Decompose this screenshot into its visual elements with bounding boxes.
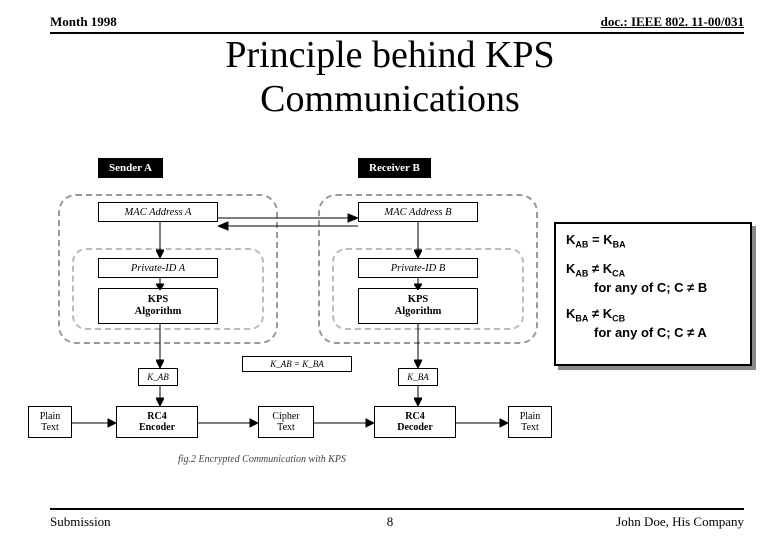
title-line-1: Principle behind KPS	[225, 34, 554, 76]
arrow-kab-to-rc4	[156, 386, 164, 406]
p2-kb: K	[603, 261, 612, 276]
private-id-b: Private-ID B	[358, 258, 478, 278]
p2-ka: K	[566, 261, 575, 276]
arrow-dec-to-plain	[456, 418, 508, 428]
kps-algorithm-a: KPS Algorithm	[98, 288, 218, 324]
private-id-a: Private-ID A	[98, 258, 218, 278]
kps-b-text: KPS Algorithm	[395, 294, 442, 317]
key-properties-box: KAB = KBA KAB ≠ KCA for any of C; C ≠ B …	[554, 222, 752, 366]
header-doc-id: doc.: IEEE 802. 11-00/031	[601, 14, 744, 30]
cipher-text-label: Cipher Text	[272, 411, 299, 433]
p3-ka-sub: BA	[575, 314, 588, 324]
mac-address-b: MAC Address B	[358, 202, 478, 222]
title-line-2: Communications	[260, 78, 520, 120]
rc4-dec-text: RC4 Decoder	[397, 411, 433, 433]
p1-op: =	[588, 232, 603, 247]
p3-op: ≠	[588, 306, 602, 321]
header-row: Month 1998 doc.: IEEE 802. 11-00/031	[50, 14, 744, 34]
arrow-priv-to-kps-a	[156, 278, 164, 290]
property-1: KAB = KBA	[566, 232, 740, 251]
p1-kb: K	[603, 232, 612, 247]
rc4-enc-text: RC4 Encoder	[139, 411, 175, 433]
footer-author: John Doe, His Company	[616, 514, 744, 530]
p1-kb-sub: BA	[613, 240, 626, 250]
p3-kb-sub: CB	[612, 314, 625, 324]
plain-text-out: Plain Text	[508, 406, 552, 438]
rc4-decoder: RC4 Decoder	[374, 406, 456, 438]
arrow-plain-to-enc	[72, 418, 116, 428]
slide-title: Principle behind KPS Communications	[0, 34, 780, 121]
arrow-cipher-to-dec	[314, 418, 374, 428]
p2-kb-sub: CA	[612, 268, 625, 278]
property-2: KAB ≠ KCA for any of C; C ≠ B	[566, 261, 740, 296]
cipher-text: Cipher Text	[258, 406, 314, 438]
p3-kb: K	[603, 306, 612, 321]
arrow-enc-to-cipher	[198, 418, 258, 428]
key-ba: K_BA	[398, 368, 438, 386]
p1-ka-sub: AB	[575, 240, 588, 250]
key-ab: K_AB	[138, 368, 178, 386]
plain-text-in: Plain Text	[28, 406, 72, 438]
footer-rule	[50, 508, 744, 510]
property-3: KBA ≠ KCB for any of C; C ≠ A	[566, 306, 740, 341]
p2-op: ≠	[588, 261, 602, 276]
arrow-mac-to-priv-b	[414, 222, 422, 258]
kps-a-text: KPS Algorithm	[135, 294, 182, 317]
arrow-kba-to-rc4	[414, 386, 422, 406]
p2-tail: for any of C; C ≠ B	[566, 280, 740, 296]
figure-caption: fig.2 Encrypted Communication with KPS	[178, 454, 346, 465]
p2-ka-sub: AB	[575, 268, 588, 278]
arrow-kps-to-kba	[414, 324, 422, 368]
p3-tail: for any of C; C ≠ A	[566, 325, 740, 341]
p3-ka: K	[566, 306, 575, 321]
arrow-mac-b-to-a	[218, 212, 358, 232]
receiver-label: Receiver B	[358, 158, 431, 178]
key-equation: K_AB = K_BA	[242, 356, 352, 372]
mac-address-a: MAC Address A	[98, 202, 218, 222]
arrow-mac-to-priv-a	[156, 222, 164, 258]
plain-l-text: Plain Text	[40, 411, 61, 433]
sender-label: Sender A	[98, 158, 163, 178]
plain-r-text: Plain Text	[520, 411, 541, 433]
p1-ka: K	[566, 232, 575, 247]
arrow-kps-to-kab	[156, 324, 164, 368]
kps-diagram: Sender A Receiver B MAC Address A MAC Ad…	[58, 158, 538, 468]
arrow-priv-to-kps-b	[414, 278, 422, 290]
rc4-encoder: RC4 Encoder	[116, 406, 198, 438]
kps-algorithm-b: KPS Algorithm	[358, 288, 478, 324]
header-date: Month 1998	[50, 14, 117, 30]
